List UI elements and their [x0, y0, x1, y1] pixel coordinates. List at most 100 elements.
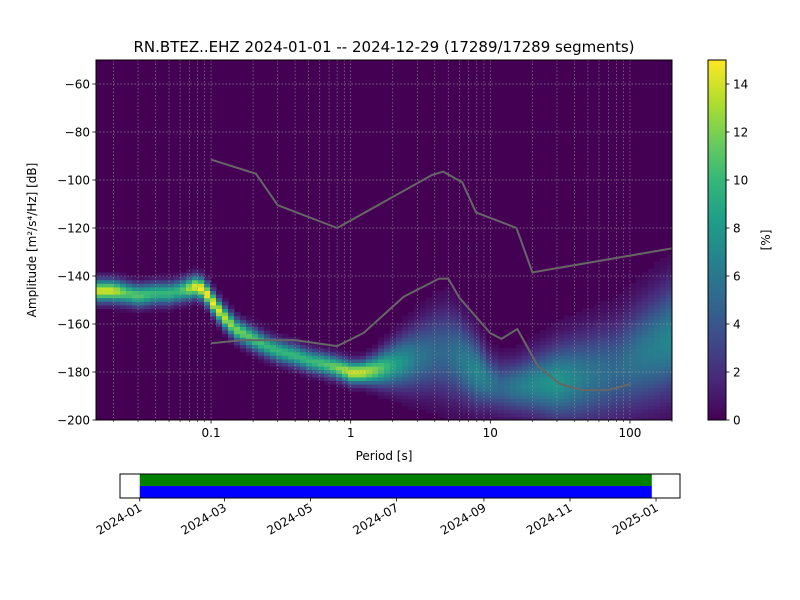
heatmap-cell [648, 409, 655, 414]
heatmap-cell [570, 340, 577, 345]
heatmap-cell [630, 369, 637, 374]
heatmap-cell [402, 384, 409, 389]
heatmap-cell [510, 355, 517, 360]
heatmap-cell [648, 402, 655, 407]
heatmap-cell [612, 394, 619, 399]
heatmap-cell [624, 351, 631, 356]
heatmap-cell [570, 319, 577, 324]
heatmap-cell [642, 304, 649, 309]
heatmap-cell [594, 362, 601, 367]
heatmap-cell [444, 362, 451, 367]
heatmap-cell [192, 290, 199, 295]
heatmap-cell [390, 333, 397, 338]
heatmap-cell [456, 340, 463, 345]
heatmap-cell [174, 301, 181, 306]
heatmap-cell [660, 412, 667, 417]
heatmap-cell [618, 315, 625, 320]
heatmap-cell [558, 405, 565, 410]
heatmap-cell [648, 315, 655, 320]
heatmap-cell [660, 304, 667, 309]
heatmap-cell [636, 384, 643, 389]
heatmap-cell [528, 358, 535, 363]
heatmap-cell [384, 362, 391, 367]
heatmap-cell [546, 380, 553, 385]
timeline-frame [119, 473, 681, 499]
heatmap-cell [396, 326, 403, 331]
heatmap-cell [450, 358, 457, 363]
heatmap-cell [534, 402, 541, 407]
heatmap-cell [408, 319, 415, 324]
heatmap-cell [306, 376, 313, 381]
heatmap-cell [576, 380, 583, 385]
heatmap-cell [246, 322, 253, 327]
noise-model-curve [210, 158, 672, 274]
heatmap-cell [210, 286, 217, 291]
heatmap-cell [402, 326, 409, 331]
heatmap-cell [270, 348, 277, 353]
heatmap-cell [498, 366, 505, 371]
heatmap-cell [378, 358, 385, 363]
heatmap-cell [594, 308, 601, 313]
heatmap-cell [606, 333, 613, 338]
heatmap-cell [666, 391, 672, 396]
heatmap-cell [270, 351, 277, 356]
heatmap-cell [378, 340, 385, 345]
heatmap-cell [222, 304, 229, 309]
heatmap-cell [258, 333, 265, 338]
colorbar-label: [%] [759, 230, 773, 251]
heatmap-cell [150, 283, 157, 288]
heatmap-cell [540, 384, 547, 389]
heatmap-cell [390, 355, 397, 360]
heatmap-cell [408, 337, 415, 342]
heatmap-cell [504, 391, 511, 396]
heatmap-cell [612, 340, 619, 345]
heatmap-cell [480, 340, 487, 345]
heatmap-cell [156, 272, 163, 277]
heatmap-cell [126, 283, 133, 288]
heatmap-cell [120, 308, 127, 313]
heatmap-cell [612, 387, 619, 392]
heatmap-cell [282, 340, 289, 345]
heatmap-cell [654, 351, 661, 356]
heatmap-cell [534, 384, 541, 389]
heatmap-cell [300, 358, 307, 363]
heatmap-cell [642, 358, 649, 363]
heatmap-cell [558, 384, 565, 389]
heatmap-cell [222, 297, 229, 302]
heatmap-cell [546, 348, 553, 353]
heatmap-cell [426, 362, 433, 367]
heatmap-cell [282, 362, 289, 367]
heatmap-cell [462, 351, 469, 356]
heatmap-cell [642, 369, 649, 374]
heatmap-cell [600, 330, 607, 335]
heatmap-cell [600, 384, 607, 389]
heatmap-cell [468, 340, 475, 345]
heatmap-cell [480, 333, 487, 338]
heatmap-cell [204, 279, 211, 284]
heatmap-cell [378, 348, 385, 353]
heatmap-cell [636, 387, 643, 392]
heatmap-cell [564, 409, 571, 414]
heatmap-cell [408, 315, 415, 320]
heatmap-cell [474, 405, 481, 410]
heatmap-cell [564, 412, 571, 417]
heatmap-cell [606, 358, 613, 363]
heatmap-cell [582, 380, 589, 385]
heatmap-cell [552, 351, 559, 356]
heatmap-cell [420, 405, 427, 410]
heatmap-cell [246, 319, 253, 324]
heatmap-cell [504, 355, 511, 360]
heatmap-cell [444, 394, 451, 399]
heatmap-cell [96, 290, 103, 295]
heatmap-cell [498, 402, 505, 407]
heatmap-cell [252, 348, 259, 353]
heatmap-cell [624, 322, 631, 327]
heatmap-cell [660, 376, 667, 381]
heatmap-cell [546, 344, 553, 349]
heatmap-cell [312, 355, 319, 360]
heatmap-cell [564, 369, 571, 374]
heatmap-cell [594, 348, 601, 353]
heatmap-cell [618, 409, 625, 414]
heatmap-cell [282, 358, 289, 363]
heatmap-cell [264, 326, 271, 331]
